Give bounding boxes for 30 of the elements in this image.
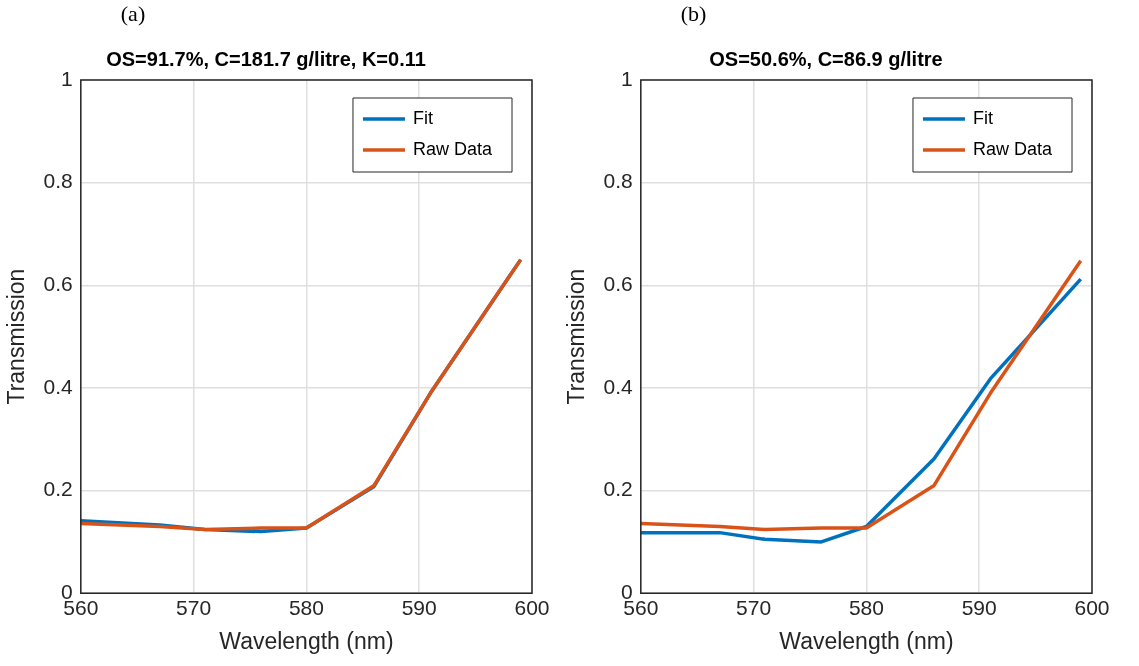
y-axis-title: Transmission [563, 268, 590, 405]
y-tick-label: 0.2 [603, 477, 633, 501]
x-tick-label: 580 [848, 595, 884, 619]
y-tick-label: 0.8 [43, 169, 73, 193]
y-axis-title: Transmission [3, 268, 30, 405]
chart-title: OS=50.6%, C=86.9 g/litre [709, 47, 943, 70]
legend-label: Raw Data [412, 138, 493, 159]
legend-label: Fit [412, 107, 433, 128]
x-tick-label: 600 [514, 595, 550, 619]
y-tick-label: 1 [621, 66, 633, 90]
y-tick-label: 0.2 [43, 477, 73, 501]
x-tick-label: 580 [288, 595, 324, 619]
legend-label: Raw Data [972, 138, 1053, 159]
y-tick-label: 0.6 [43, 272, 73, 296]
x-axis-title: Wavelength (nm) [779, 627, 954, 654]
text: (a) [120, 0, 146, 26]
legend-label: Fit [972, 107, 993, 128]
y-tick-label: 0.4 [43, 374, 74, 398]
text: (b) [680, 0, 707, 26]
y-tick-label: 1 [61, 66, 73, 90]
chart-title: OS=91.7%, C=181.7 g/litre, K=0.11 [106, 47, 426, 70]
y-tick-label: 0.6 [603, 272, 633, 296]
x-tick-label: 570 [176, 595, 212, 619]
y-tick-label: 0.4 [603, 374, 634, 398]
x-tick-label: 600 [1074, 595, 1110, 619]
x-tick-label: 590 [401, 595, 437, 619]
y-tick-label: 0.8 [603, 169, 633, 193]
x-tick-label: 590 [961, 595, 997, 619]
x-axis-title: Wavelength (nm) [219, 627, 394, 654]
x-tick-label: 570 [736, 595, 772, 619]
